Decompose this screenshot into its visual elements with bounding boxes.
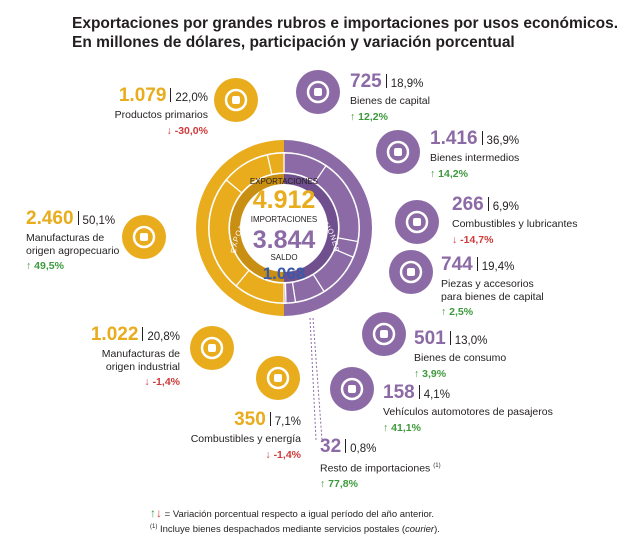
exports-inner-band xyxy=(230,174,284,282)
label: Vehículos automotores de pasajeros xyxy=(383,406,553,418)
share: 19,4% xyxy=(481,261,515,273)
value: 266 xyxy=(452,194,484,215)
label: Piezas y accesorios para bienes de capit… xyxy=(441,278,544,303)
label: Combustibles y lubricantes xyxy=(452,218,578,230)
item-productos-primarios: 1.079 22,0% Productos primarios ↓ -30,0% xyxy=(115,86,208,137)
chart-title: Exportaciones por grandes rubros e impor… xyxy=(72,15,619,32)
share: 4,1% xyxy=(423,389,450,401)
change: ↓ -14,7% xyxy=(452,233,494,246)
item-resto-importaciones: 32 0,8% Resto de importaciones (1) ↑ 77,8… xyxy=(320,436,441,491)
bicycle-icon xyxy=(362,312,406,356)
share: 20,8% xyxy=(147,331,180,343)
bottle-icon xyxy=(122,215,166,259)
exports-outer-ring xyxy=(196,140,284,316)
change: ↑ 41,1% xyxy=(383,421,421,434)
label: Resto de importaciones (1) xyxy=(320,462,441,475)
value: 2.460 xyxy=(26,208,74,229)
icon-circles xyxy=(122,70,439,411)
chart-title-block: Exportaciones por grandes rubros e impor… xyxy=(72,14,618,52)
share: 7,1% xyxy=(274,416,301,428)
change: ↓ -1,4% xyxy=(265,448,301,461)
item-mfg-industrial: 1.022 20,8% Manufacturas de origen indust… xyxy=(80,324,180,389)
resto-leader-line-2 xyxy=(309,317,317,441)
car-icon xyxy=(330,367,374,411)
footnote-courier: (1) Incluye bienes despachados mediante … xyxy=(150,524,440,536)
label: Combustibles y energía xyxy=(190,433,301,445)
center-balance-label: SALDO xyxy=(270,253,297,262)
item-mfg-agropecuario: 2.460 50,1% Manufacturas de origen agrope… xyxy=(26,208,126,273)
item-vehiculos: 158 4,1% Vehículos automotores de pasajer… xyxy=(383,383,553,434)
value: 501 xyxy=(414,328,446,349)
value: 350 xyxy=(234,409,266,430)
resto-leader-line xyxy=(312,317,323,441)
center-imports-value: 3.844 xyxy=(253,226,316,254)
truck-icon xyxy=(190,326,234,370)
value: 1.022 xyxy=(90,324,139,345)
label: Manufacturas de origen agropecuario xyxy=(26,232,120,257)
share: 13,0% xyxy=(454,335,488,347)
footnote-arrows: ↑↓ = Variación porcentual respecto a igu… xyxy=(150,506,435,520)
change: ↓ -30,0% xyxy=(166,124,208,137)
tractor-icon xyxy=(296,70,340,114)
change: ↑ 14,2% xyxy=(430,167,468,180)
item-combustibles-energia: 350 7,1% Combustibles y energía ↓ -1,4% xyxy=(191,410,301,461)
value: 725 xyxy=(350,71,382,92)
label: Bienes de consumo xyxy=(414,352,507,364)
label: Bienes de capital xyxy=(350,95,430,107)
flask-icon xyxy=(376,130,420,174)
imports-inner-band xyxy=(284,174,338,282)
value: 1.416 xyxy=(430,128,478,149)
item-bienes-intermedios: 1.416 36,9% Bienes intermedios ↑ 14,2% xyxy=(430,129,519,180)
donut-ring xyxy=(196,140,372,316)
chart-subtitle: En millones de dólares, participación y … xyxy=(72,34,515,51)
oil-drum-icon xyxy=(256,356,300,400)
label: Bienes intermedios xyxy=(430,152,520,164)
center-exports-value: 4.912 xyxy=(253,186,316,214)
wheat-icon xyxy=(214,78,258,122)
change: ↓ -1,4% xyxy=(144,376,180,388)
label: Manufacturas de origen industrial xyxy=(101,348,180,373)
fuel-can-icon xyxy=(395,200,439,244)
change: ↑ 2,5% xyxy=(441,306,474,318)
share: 18,9% xyxy=(390,78,424,90)
share: 22,0% xyxy=(175,92,208,104)
change: ↑ 77,8% xyxy=(320,478,358,490)
exports-slice-4 xyxy=(266,152,285,176)
label: Productos primarios xyxy=(114,109,208,121)
share: 0,8% xyxy=(350,443,377,455)
item-combustibles-lubricantes: 266 6,9% Combustibles y lubricantes ↓ -14… xyxy=(452,195,577,246)
item-piezas-accesorios: 744 19,4% Piezas y accesorios para bienes… xyxy=(441,254,556,319)
item-bienes-consumo: 501 13,0% Bienes de consumo ↑ 3,9% xyxy=(414,329,506,380)
value: 158 xyxy=(383,382,415,403)
share: 6,9% xyxy=(492,201,519,213)
center-imports-label: IMPORTACIONES xyxy=(251,215,317,224)
change: ↑ 3,9% xyxy=(414,367,447,380)
center-balance-value: 1.068 xyxy=(263,264,306,283)
imports-outer-ring xyxy=(284,140,372,316)
value: 744 xyxy=(441,254,473,275)
value: 1.079 xyxy=(118,85,167,106)
share: 36,9% xyxy=(486,135,520,147)
value: 32 xyxy=(320,436,342,457)
change: ↑ 49,5% xyxy=(26,260,64,272)
share: 50,1% xyxy=(82,215,116,227)
center-exports-label: EXPORTACIONES xyxy=(250,177,318,186)
item-bienes-capital: 725 18,9% Bienes de capital ↑ 12,2% xyxy=(350,72,430,123)
gear-part-icon xyxy=(389,250,433,294)
change: ↑ 12,2% xyxy=(350,110,388,123)
